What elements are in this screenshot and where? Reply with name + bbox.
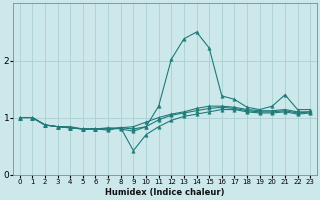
X-axis label: Humidex (Indice chaleur): Humidex (Indice chaleur) <box>105 188 225 197</box>
